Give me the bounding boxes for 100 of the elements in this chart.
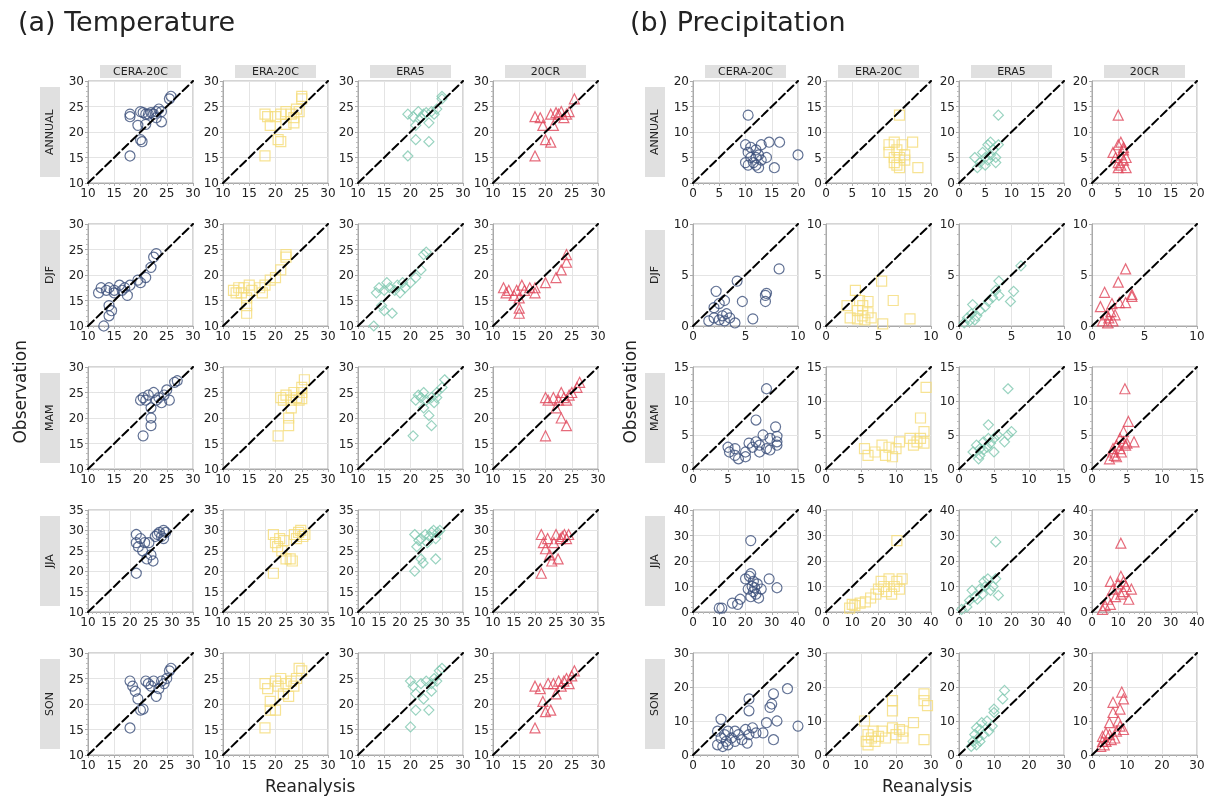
- point: [394, 287, 406, 299]
- x-tick-label: 30: [1189, 758, 1205, 772]
- point: [415, 112, 427, 124]
- x-tick-label: 20: [402, 329, 419, 343]
- point: [425, 420, 438, 432]
- x-tick-label: 20: [257, 615, 273, 629]
- point: [141, 553, 153, 565]
- y-tick-label: 10: [939, 125, 955, 139]
- y-tick-label: 20: [338, 697, 354, 711]
- point: [285, 108, 297, 120]
- point: [1103, 453, 1116, 465]
- x-tick-label: 5: [715, 186, 724, 200]
- point: [1103, 729, 1116, 741]
- x-tick-label: 30: [320, 186, 336, 200]
- x-tick-label: 15: [376, 329, 392, 343]
- y-tick-label: 10: [806, 217, 822, 231]
- x-tick-label: 5: [990, 472, 998, 486]
- x-tick-label: 25: [429, 329, 445, 343]
- x-tick-label: 20: [1056, 186, 1072, 200]
- y-tick-label: 20: [1072, 74, 1088, 88]
- y-axis-title: MAM: [645, 373, 665, 463]
- point: [745, 535, 757, 547]
- point: [725, 732, 738, 744]
- y-tick-label: 20: [806, 74, 822, 88]
- point: [993, 289, 1005, 301]
- point: [241, 307, 253, 319]
- y-tick-label: 10: [1072, 217, 1088, 231]
- point: [963, 594, 976, 607]
- point: [552, 553, 564, 565]
- point: [904, 313, 916, 325]
- point: [1115, 149, 1127, 161]
- x-tick-label: 25: [143, 615, 159, 629]
- point: [546, 555, 558, 567]
- y-tick-label: 0: [681, 748, 689, 762]
- point: [965, 740, 977, 753]
- y-tick-label: 25: [473, 242, 489, 257]
- x-tick-label: 15: [897, 186, 913, 200]
- x-tick-label: 40: [790, 615, 806, 629]
- point: [974, 443, 986, 455]
- y-tick-label: 30: [1072, 646, 1088, 660]
- y-tick-label: 25: [203, 242, 219, 257]
- x-tick-label: 25: [564, 186, 580, 200]
- point: [711, 739, 724, 751]
- x-tick-label: 30: [455, 329, 471, 343]
- point: [1112, 276, 1124, 288]
- point: [891, 575, 903, 587]
- y-tick-label: 10: [673, 394, 689, 408]
- point: [269, 675, 282, 687]
- point: [988, 446, 1000, 458]
- point: [259, 678, 271, 690]
- y-tick-label: 15: [68, 722, 84, 737]
- y-tick-label: 5: [814, 428, 822, 442]
- y-axis-title: SON: [40, 659, 60, 749]
- point: [1103, 717, 1116, 729]
- point: [1099, 600, 1111, 612]
- point: [792, 720, 804, 732]
- y-tick-label: 15: [473, 150, 489, 165]
- y-tick-label: 25: [338, 671, 354, 686]
- point: [161, 384, 173, 396]
- point: [283, 412, 295, 424]
- point: [542, 678, 554, 690]
- point: [423, 409, 435, 422]
- point: [773, 263, 785, 275]
- x-tick-label: 15: [106, 758, 122, 772]
- point: [415, 678, 427, 690]
- y-tick-label: 40: [1072, 503, 1088, 517]
- point: [751, 578, 763, 590]
- point: [280, 553, 292, 565]
- point: [148, 675, 160, 687]
- chart-title: ERA5: [971, 65, 1052, 78]
- point: [409, 565, 421, 577]
- x-tick-label: 40: [1189, 615, 1205, 629]
- point: [973, 453, 985, 465]
- point: [859, 314, 871, 326]
- point: [376, 300, 388, 312]
- y-tick-label: 20: [1072, 554, 1088, 568]
- y-tick-label: 20: [473, 564, 489, 579]
- y-tick-label: 10: [1072, 125, 1088, 139]
- chart-title: ERA-20C: [838, 65, 919, 78]
- y-tick-label: 25: [338, 242, 354, 257]
- point: [298, 374, 310, 386]
- point: [529, 282, 541, 294]
- y-tick-label: 5: [681, 428, 689, 442]
- x-tick-label: 30: [164, 615, 180, 629]
- y-tick-label: 30: [203, 360, 219, 374]
- y-tick-label: 20: [673, 680, 689, 694]
- y-tick-label: 5: [1080, 268, 1088, 282]
- point: [428, 397, 440, 409]
- y-tick-label: 15: [203, 293, 219, 308]
- point: [537, 537, 549, 549]
- point: [971, 310, 983, 322]
- x-tick-label: 30: [434, 615, 450, 629]
- y-tick-label: 0: [947, 319, 955, 333]
- point: [233, 282, 245, 294]
- y-tick-label: 40: [673, 503, 689, 517]
- y-tick-label: 20: [68, 697, 84, 711]
- point: [718, 315, 731, 327]
- point: [163, 394, 175, 406]
- point: [256, 287, 268, 299]
- x-tick-label: 20: [755, 758, 771, 772]
